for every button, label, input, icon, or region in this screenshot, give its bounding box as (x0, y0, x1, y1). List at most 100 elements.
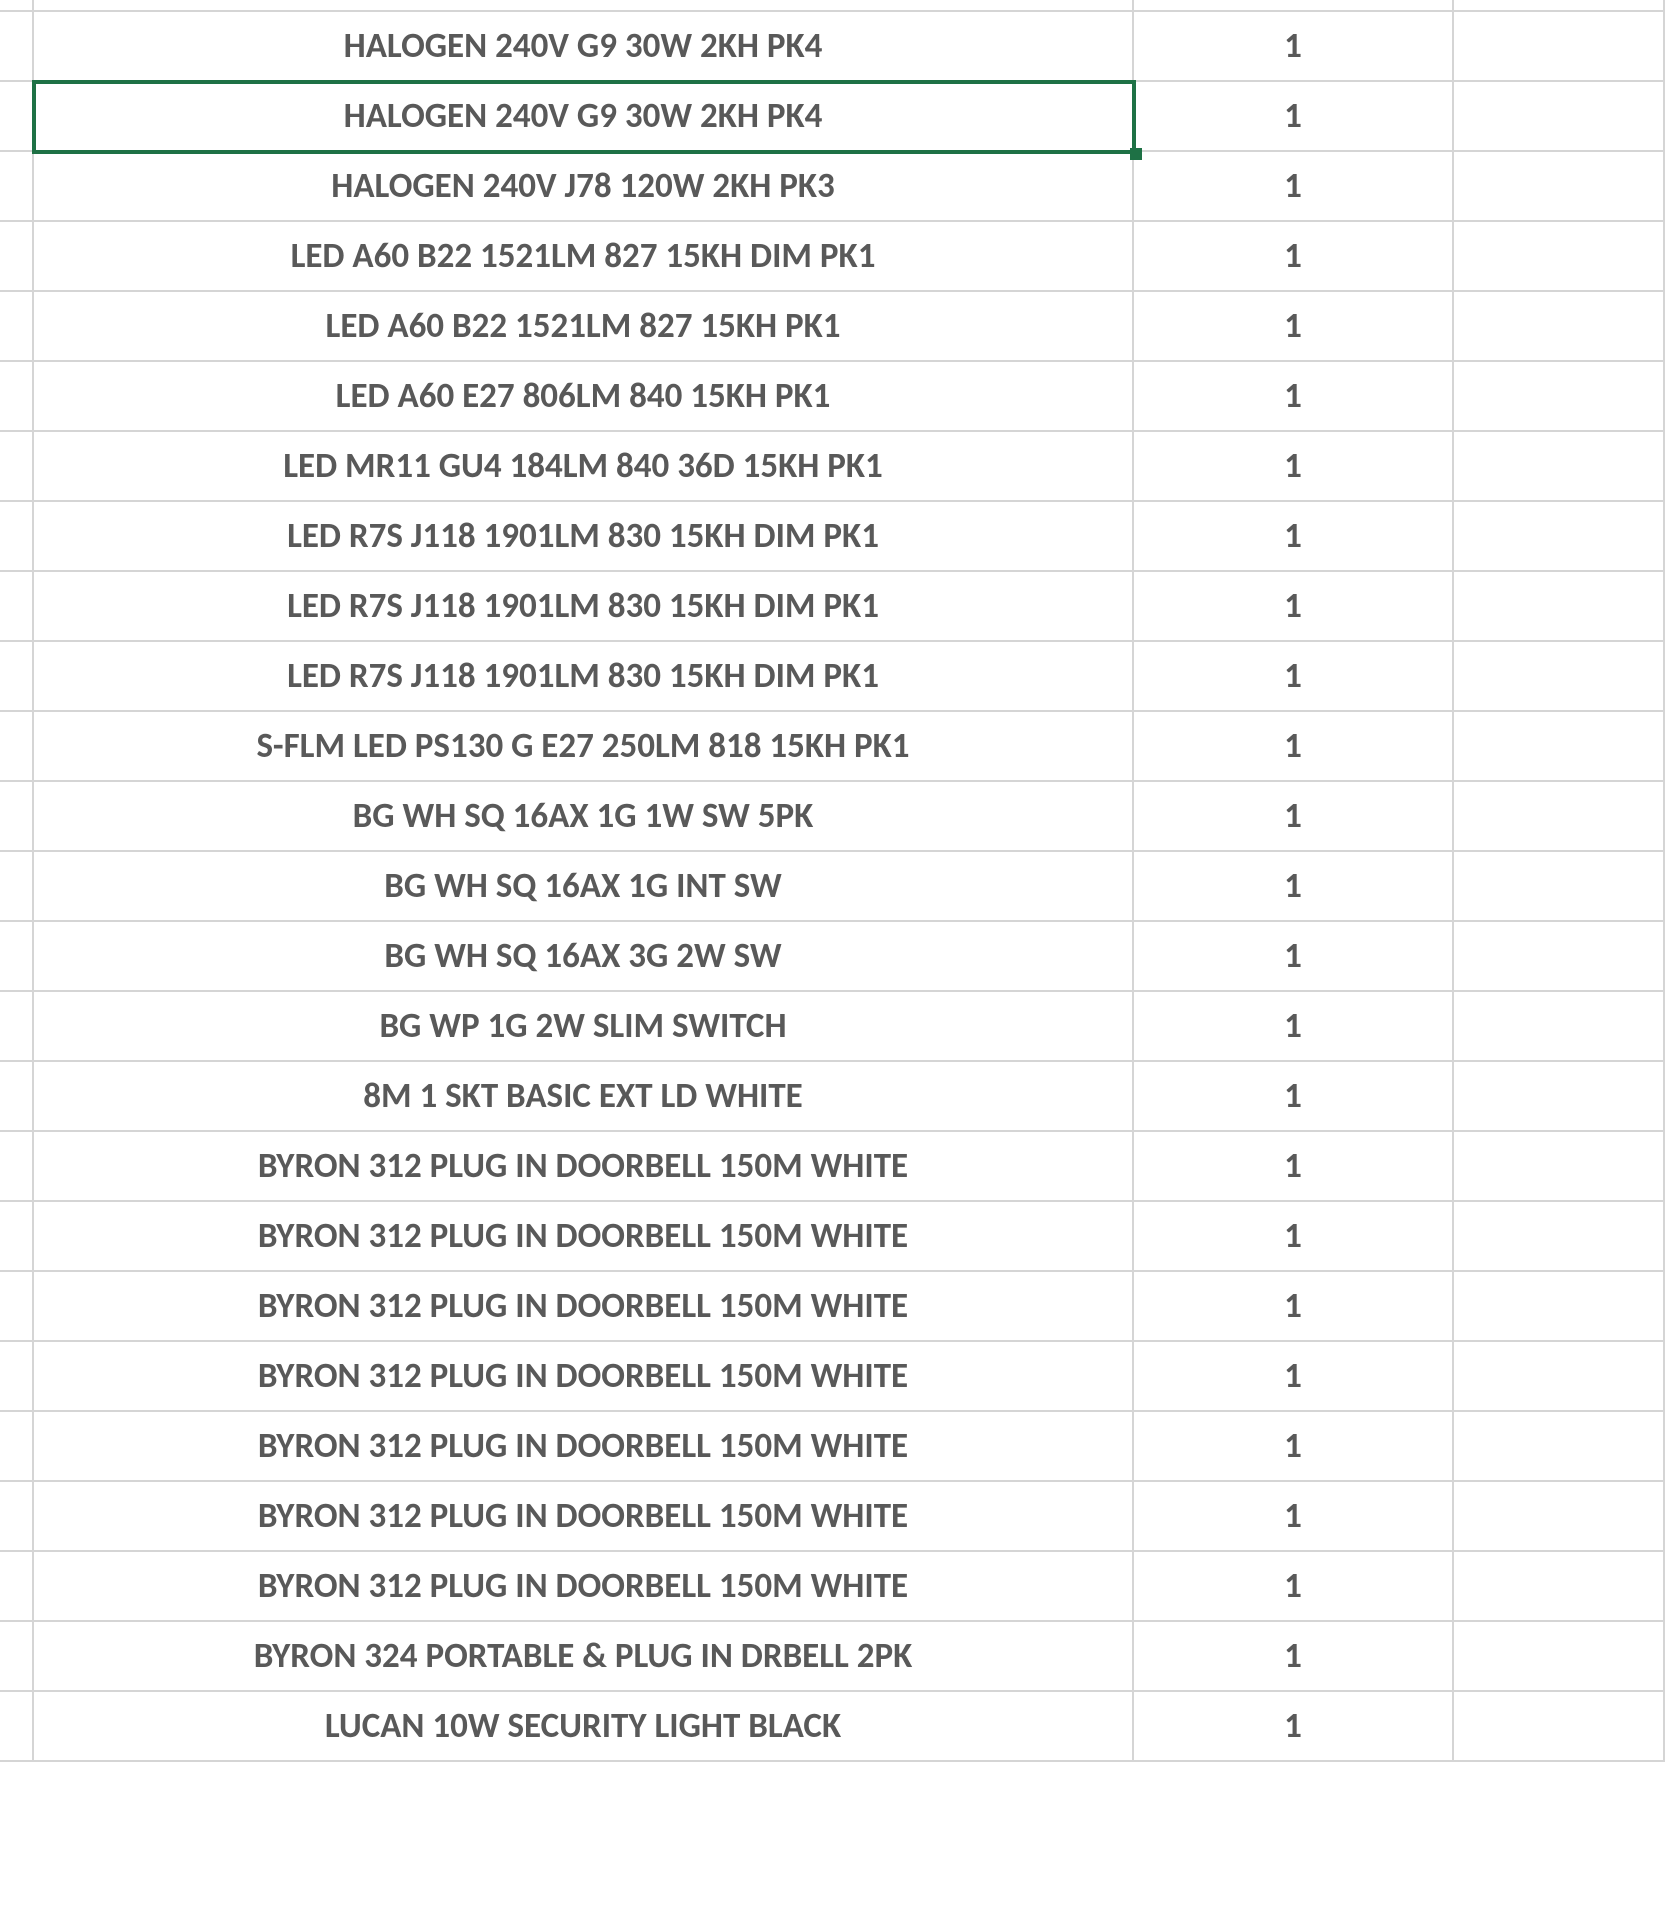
row-header[interactable] (0, 362, 34, 432)
cell-product[interactable]: BG WH SQ 16AX 3G 2W SW (34, 922, 1134, 992)
cell-qty[interactable]: 1 (1134, 712, 1454, 782)
cell-product[interactable]: LED R7S J118 1901LM 830 15KH DIM PK1 (34, 502, 1134, 572)
cell-qty[interactable]: 1 (1134, 1552, 1454, 1622)
cell-empty[interactable] (1454, 362, 1665, 432)
row-header[interactable] (0, 0, 34, 12)
cell-product[interactable]: BYRON 312 PLUG IN DOORBELL 150M WHITE (34, 1552, 1134, 1622)
cell-qty[interactable]: 1 (1134, 852, 1454, 922)
cell-product[interactable]: BG WH SQ 16AX 1G 1W SW 5PK (34, 782, 1134, 852)
cell-empty[interactable] (1454, 1692, 1665, 1762)
cell-empty[interactable] (1454, 432, 1665, 502)
row-header[interactable] (0, 1692, 34, 1762)
cell-product[interactable]: HALOGEN 240V G9 30W 2KH PK4 (34, 12, 1134, 82)
cell-qty[interactable]: 1 (1134, 1272, 1454, 1342)
row-header[interactable] (0, 852, 34, 922)
cell-empty[interactable] (1454, 1552, 1665, 1622)
cell-empty[interactable] (1454, 152, 1665, 222)
row-header[interactable] (0, 642, 34, 712)
cell-empty[interactable] (1454, 82, 1665, 152)
cell-qty[interactable]: 1 (1134, 1692, 1454, 1762)
row-header[interactable] (0, 992, 34, 1062)
cell-product[interactable]: BYRON 312 PLUG IN DOORBELL 150M WHITE (34, 1412, 1134, 1482)
cell-empty[interactable] (1454, 1412, 1665, 1482)
cell-qty[interactable]: 1 (1134, 642, 1454, 712)
row-header[interactable] (0, 1482, 34, 1552)
cell-qty[interactable]: 1 (1134, 1412, 1454, 1482)
row-header[interactable] (0, 1412, 34, 1482)
cell-product[interactable]: BYRON 312 PLUG IN DOORBELL 150M WHITE (34, 1342, 1134, 1412)
spreadsheet-grid[interactable]: HALOGEN 240V G9 30W 2KH PK41HALOGEN 240V… (0, 0, 1665, 1762)
cell-qty[interactable]: 1 (1134, 922, 1454, 992)
cell-product[interactable]: BG WP 1G 2W SLIM SWITCH (34, 992, 1134, 1062)
cell-product[interactable]: BYRON 312 PLUG IN DOORBELL 150M WHITE (34, 1132, 1134, 1202)
cell-empty[interactable] (1454, 1062, 1665, 1132)
row-header[interactable] (0, 292, 34, 362)
cell-product[interactable]: LUCAN 10W SECURITY LIGHT BLACK (34, 1692, 1134, 1762)
cell-product[interactable]: BYRON 312 PLUG IN DOORBELL 150M WHITE (34, 1482, 1134, 1552)
row-header[interactable] (0, 152, 34, 222)
row-header[interactable] (0, 1342, 34, 1412)
cell-product[interactable]: S-FLM LED PS130 G E27 250LM 818 15KH PK1 (34, 712, 1134, 782)
cell-product[interactable]: LED A60 B22 1521LM 827 15KH PK1 (34, 292, 1134, 362)
cell-product[interactable]: LED A60 B22 1521LM 827 15KH DIM PK1 (34, 222, 1134, 292)
cell-product[interactable]: BYRON 312 PLUG IN DOORBELL 150M WHITE (34, 1202, 1134, 1272)
cell-qty[interactable]: 1 (1134, 432, 1454, 502)
column-header-b[interactable] (34, 0, 1134, 12)
cell-empty[interactable] (1454, 292, 1665, 362)
cell-empty[interactable] (1454, 922, 1665, 992)
cell-empty[interactable] (1454, 852, 1665, 922)
cell-product[interactable]: BYRON 312 PLUG IN DOORBELL 150M WHITE (34, 1272, 1134, 1342)
cell-qty[interactable]: 1 (1134, 292, 1454, 362)
cell-empty[interactable] (1454, 1272, 1665, 1342)
cell-qty[interactable]: 1 (1134, 1342, 1454, 1412)
row-header[interactable] (0, 432, 34, 502)
cell-empty[interactable] (1454, 1132, 1665, 1202)
cell-qty[interactable]: 1 (1134, 362, 1454, 432)
row-header[interactable] (0, 782, 34, 852)
cell-empty[interactable] (1454, 782, 1665, 852)
cell-qty[interactable]: 1 (1134, 1202, 1454, 1272)
cell-product[interactable]: BG WH SQ 16AX 1G INT SW (34, 852, 1134, 922)
column-header-d[interactable] (1454, 0, 1665, 12)
cell-product[interactable]: LED R7S J118 1901LM 830 15KH DIM PK1 (34, 642, 1134, 712)
cell-product[interactable]: 8M 1 SKT BASIC EXT LD WHITE (34, 1062, 1134, 1132)
cell-qty[interactable]: 1 (1134, 152, 1454, 222)
cell-product[interactable]: BYRON 324 PORTABLE & PLUG IN DRBELL 2PK (34, 1622, 1134, 1692)
cell-empty[interactable] (1454, 1482, 1665, 1552)
cell-product[interactable]: LED R7S J118 1901LM 830 15KH DIM PK1 (34, 572, 1134, 642)
cell-qty[interactable]: 1 (1134, 992, 1454, 1062)
row-header[interactable] (0, 1132, 34, 1202)
row-header[interactable] (0, 712, 34, 782)
cell-qty[interactable]: 1 (1134, 1132, 1454, 1202)
cell-empty[interactable] (1454, 992, 1665, 1062)
cell-qty[interactable]: 1 (1134, 782, 1454, 852)
cell-empty[interactable] (1454, 1342, 1665, 1412)
cell-empty[interactable] (1454, 502, 1665, 572)
cell-qty[interactable]: 1 (1134, 1622, 1454, 1692)
row-header[interactable] (0, 1202, 34, 1272)
cell-qty[interactable]: 1 (1134, 1062, 1454, 1132)
cell-product[interactable]: HALOGEN 240V J78 120W 2KH PK3 (34, 152, 1134, 222)
cell-product[interactable]: LED A60 E27 806LM 840 15KH PK1 (34, 362, 1134, 432)
cell-qty[interactable]: 1 (1134, 572, 1454, 642)
cell-qty[interactable]: 1 (1134, 12, 1454, 82)
row-header[interactable] (0, 1272, 34, 1342)
row-header[interactable] (0, 1062, 34, 1132)
row-header[interactable] (0, 922, 34, 992)
cell-empty[interactable] (1454, 1202, 1665, 1272)
cell-empty[interactable] (1454, 572, 1665, 642)
cell-product[interactable]: HALOGEN 240V G9 30W 2KH PK4 (34, 82, 1134, 152)
cell-product[interactable]: LED MR11 GU4 184LM 840 36D 15KH PK1 (34, 432, 1134, 502)
cell-empty[interactable] (1454, 1622, 1665, 1692)
cell-empty[interactable] (1454, 642, 1665, 712)
cell-empty[interactable] (1454, 12, 1665, 82)
row-header[interactable] (0, 572, 34, 642)
row-header[interactable] (0, 222, 34, 292)
cell-empty[interactable] (1454, 712, 1665, 782)
cell-qty[interactable]: 1 (1134, 222, 1454, 292)
cell-qty[interactable]: 1 (1134, 502, 1454, 572)
cell-empty[interactable] (1454, 222, 1665, 292)
row-header[interactable] (0, 1552, 34, 1622)
row-header[interactable] (0, 12, 34, 82)
column-header-c[interactable] (1134, 0, 1454, 12)
